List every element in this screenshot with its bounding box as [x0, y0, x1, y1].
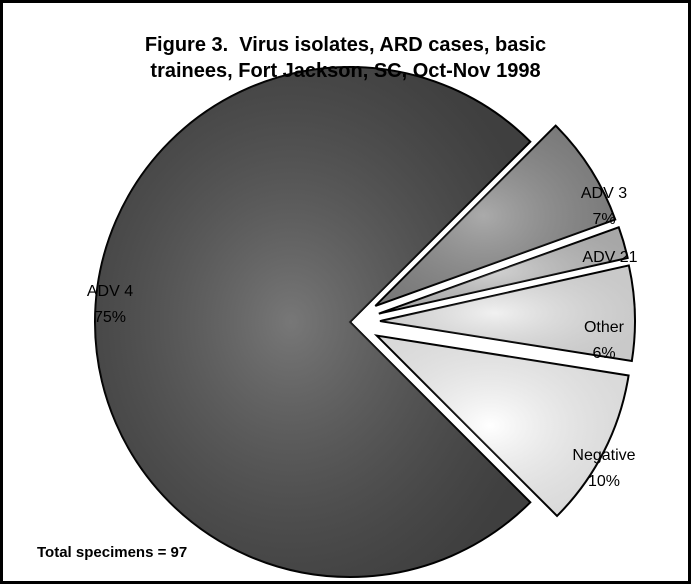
value-label: 75% — [94, 309, 126, 326]
category-label: ADV 4 — [87, 283, 133, 300]
category-label: ADV 21 — [582, 249, 637, 266]
title-box: Figure 3. Virus isolates, ARD cases, bas… — [0, 32, 691, 84]
value-label: 7% — [592, 211, 615, 228]
annotation: Total specimens = 97 — [37, 544, 188, 561]
category-label: Negative — [572, 447, 635, 464]
slice-label: ADV 4 75% — [87, 283, 133, 326]
chart-title: Figure 3. Virus isolates, ARD cases, bas… — [144, 34, 552, 82]
category-label: Other — [584, 319, 625, 336]
slice-label: Negative 10% — [572, 447, 635, 490]
value-label: 10% — [588, 473, 620, 490]
category-label: ADV 3 — [581, 185, 627, 202]
value-label: 6% — [592, 345, 615, 362]
slice-label: ADV 3 7% — [581, 185, 627, 228]
